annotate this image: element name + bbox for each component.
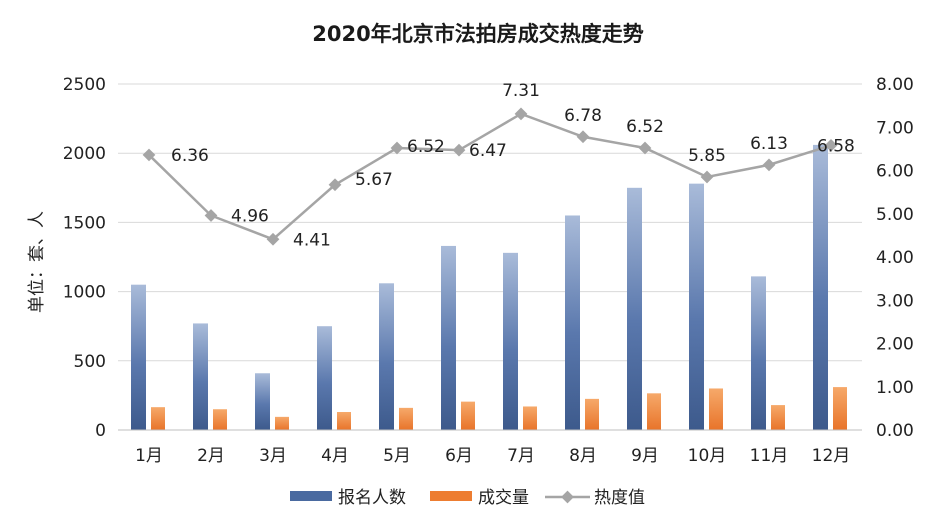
y-axis-left: 0 500 1000 1500 2000 2500 (63, 75, 106, 441)
y-right-tick-label: 8.00 (876, 75, 914, 95)
x-tick-label: 2月 (197, 446, 225, 466)
y-right-tick-label: 2.00 (876, 335, 914, 355)
y-left-tick-label: 0 (95, 421, 106, 441)
heat-marker (638, 141, 652, 155)
x-tick-label: 11月 (750, 446, 789, 466)
bar-deals (399, 407, 413, 430)
heat-data-label: 6.58 (817, 136, 855, 156)
legend-marker-heat (561, 490, 574, 504)
bar-applicants (193, 323, 208, 430)
x-tick-label: 10月 (688, 446, 727, 466)
y-left-tick-label: 2500 (63, 75, 106, 95)
heat-data-label: 6.52 (626, 117, 664, 137)
bar-applicants (317, 326, 332, 430)
heat-data-label: 7.31 (502, 81, 540, 101)
bar-applicants (689, 183, 704, 430)
heat-data-label: 5.85 (688, 146, 726, 166)
y-axis-label: 单位：套、人 (27, 211, 47, 313)
bar-deals (647, 393, 661, 430)
x-tick-label: 4月 (321, 446, 349, 466)
y-right-tick-label: 0.00 (876, 421, 914, 441)
bar-deals (337, 412, 351, 430)
y-left-tick-label: 1000 (63, 283, 106, 303)
bar-applicants (131, 284, 146, 430)
bar-applicants (565, 215, 580, 430)
y-axis-right: 0.00 1.00 2.00 3.00 4.00 5.00 6.00 7.00 8.00 (876, 75, 914, 441)
bar-applicants (813, 144, 828, 430)
bar-deals (461, 401, 475, 430)
bar-deals (709, 388, 723, 430)
heat-marker (142, 148, 156, 162)
x-tick-label: 1月 (135, 446, 163, 466)
bar-applicants (379, 283, 394, 430)
bar-deals (275, 416, 289, 430)
y-right-tick-label: 7.00 (876, 118, 914, 138)
bar-deals (213, 409, 227, 430)
heat-data-label: 6.78 (564, 106, 602, 126)
y-right-tick-label: 4.00 (876, 248, 914, 268)
heat-data-label: 6.47 (469, 141, 507, 161)
heat-line-path (148, 112, 832, 241)
x-tick-label: 6月 (445, 446, 473, 466)
bar-deals (585, 398, 599, 430)
legend: 报名人数 成交量 热度值 (290, 488, 645, 508)
legend-label-deals: 成交量 (478, 488, 529, 508)
heat-data-label: 6.13 (750, 134, 788, 154)
legend-swatch-deals (430, 491, 472, 501)
x-tick-label: 7月 (507, 446, 535, 466)
heat-marker (328, 178, 342, 192)
bar-applicants (503, 252, 518, 430)
y-right-tick-label: 6.00 (876, 162, 914, 182)
chart-title: 2020年北京市法拍房成交热度走势 (312, 22, 643, 46)
heat-marker (514, 107, 528, 121)
y-left-tick-label: 2000 (63, 144, 106, 164)
heat-data-label: 6.52 (407, 137, 445, 157)
bar-applicants (751, 276, 766, 430)
x-tick-label: 8月 (569, 446, 597, 466)
heat-data-label: 5.67 (355, 170, 393, 190)
x-tick-label: 9月 (631, 446, 659, 466)
legend-swatch-applicants (290, 491, 332, 501)
bars (131, 144, 847, 430)
heat-line: 6.36 4.96 4.41 5.67 6.52 6.47 7.31 6.78 6.52 5.85… (142, 81, 855, 250)
bar-deals (151, 407, 165, 430)
y-left-tick-label: 500 (74, 352, 106, 372)
heat-data-label: 4.96 (231, 206, 269, 226)
x-axis: 1月 2月 3月 4月 5月 6月 7月 8月 9月 10月 11月 12月 (118, 429, 862, 466)
heat-data-label: 4.41 (293, 230, 331, 250)
x-tick-label: 5月 (383, 446, 411, 466)
legend-label-heat: 热度值 (594, 488, 645, 508)
bar-applicants (441, 245, 456, 430)
y-right-tick-label: 5.00 (876, 205, 914, 225)
bar-deals (523, 406, 537, 430)
y-left-tick-label: 1500 (63, 213, 106, 233)
heat-data-label: 6.36 (171, 146, 209, 166)
heat-marker (452, 143, 466, 157)
heat-marker (204, 209, 218, 222)
bar-deals (833, 387, 847, 430)
y-right-tick-label: 1.00 (876, 378, 914, 398)
x-tick-label: 3月 (259, 446, 287, 466)
bar-applicants (627, 187, 642, 430)
heat-marker (700, 170, 714, 184)
heat-marker (266, 232, 280, 246)
heat-marker (390, 141, 404, 155)
heat-marker (762, 158, 776, 172)
y-right-tick-label: 3.00 (876, 291, 914, 311)
bar-deals (771, 405, 785, 430)
legend-label-applicants: 报名人数 (338, 488, 406, 508)
bar-applicants (255, 373, 270, 430)
heat-marker (576, 130, 590, 144)
x-tick-label: 12月 (812, 446, 851, 466)
